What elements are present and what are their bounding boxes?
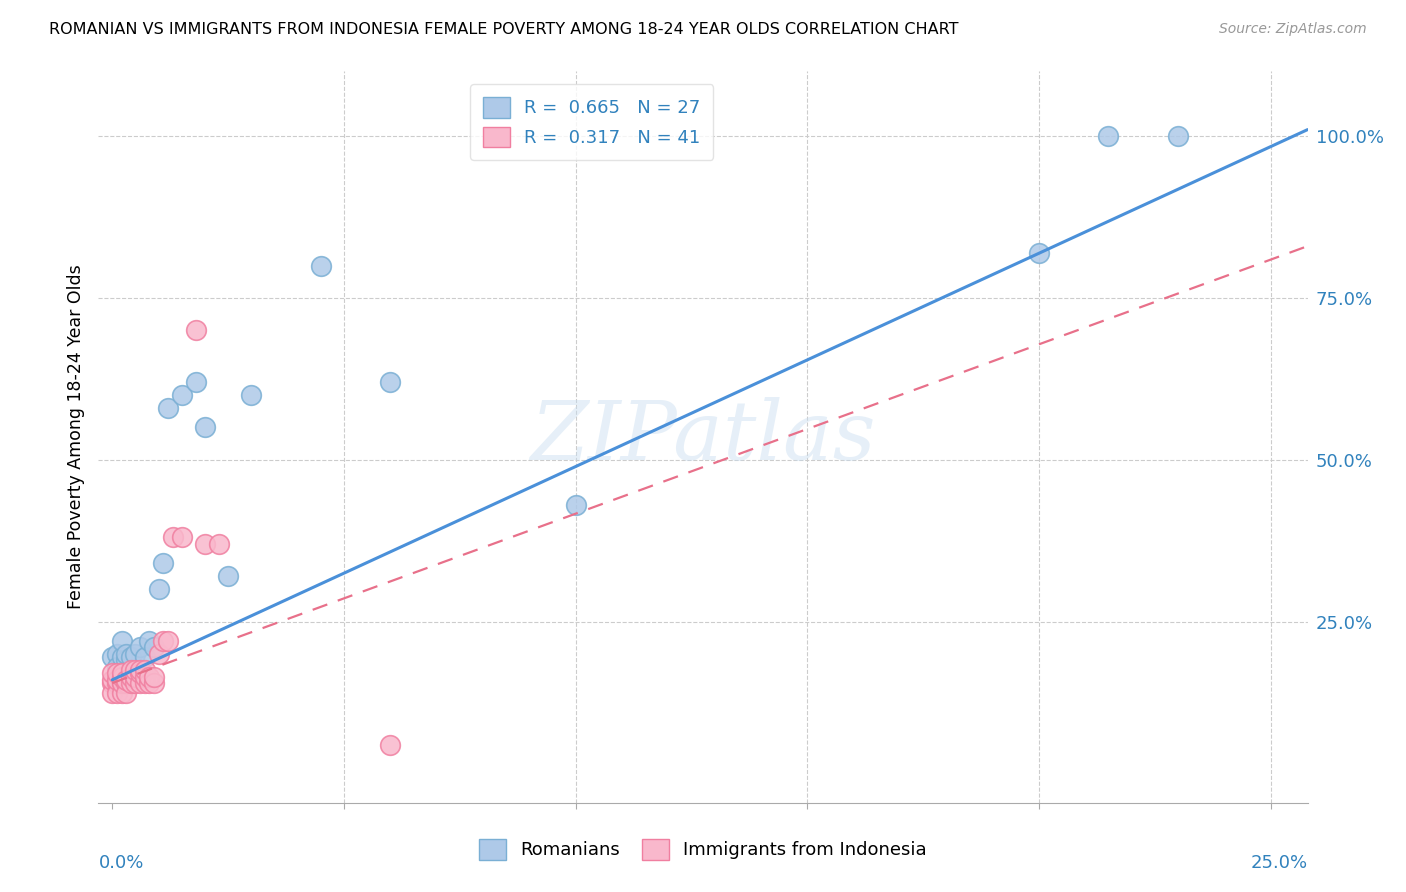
Point bbox=[110, 686, 132, 700]
Point bbox=[110, 676, 132, 690]
Point bbox=[129, 676, 152, 690]
Point bbox=[101, 686, 124, 700]
Text: ROMANIAN VS IMMIGRANTS FROM INDONESIA FEMALE POVERTY AMONG 18-24 YEAR OLDS CORRE: ROMANIAN VS IMMIGRANTS FROM INDONESIA FE… bbox=[49, 22, 959, 37]
Point bbox=[120, 676, 142, 690]
Point bbox=[143, 669, 166, 683]
Point bbox=[124, 676, 146, 690]
Point bbox=[156, 401, 179, 415]
Point bbox=[152, 634, 174, 648]
Text: 0.0%: 0.0% bbox=[98, 854, 143, 872]
Text: 25.0%: 25.0% bbox=[1250, 854, 1308, 872]
Point bbox=[115, 673, 138, 687]
Point bbox=[208, 537, 231, 551]
Point bbox=[148, 582, 170, 597]
Point bbox=[564, 498, 586, 512]
Text: ZIPatlas: ZIPatlas bbox=[530, 397, 876, 477]
Point bbox=[105, 666, 128, 681]
Legend: Romanians, Immigrants from Indonesia: Romanians, Immigrants from Indonesia bbox=[472, 831, 934, 867]
Point bbox=[110, 650, 132, 665]
Point bbox=[1028, 245, 1050, 260]
Point bbox=[152, 557, 174, 571]
Point bbox=[129, 663, 152, 677]
Point bbox=[143, 640, 166, 655]
Point bbox=[115, 676, 138, 690]
Point bbox=[184, 375, 207, 389]
Point bbox=[105, 660, 128, 674]
Point bbox=[105, 647, 128, 661]
Point bbox=[162, 530, 184, 544]
Point bbox=[129, 640, 152, 655]
Point bbox=[138, 634, 160, 648]
Point bbox=[217, 569, 239, 583]
Point bbox=[120, 669, 142, 683]
Point bbox=[1167, 129, 1189, 144]
Point bbox=[148, 647, 170, 661]
Point bbox=[138, 676, 160, 690]
Point bbox=[110, 676, 132, 690]
Point bbox=[134, 669, 156, 683]
Point bbox=[143, 676, 166, 690]
Point bbox=[110, 634, 132, 648]
Point bbox=[380, 738, 402, 752]
Point bbox=[105, 673, 128, 687]
Point bbox=[138, 669, 160, 683]
Point bbox=[129, 666, 152, 681]
Point bbox=[115, 647, 138, 661]
Point bbox=[110, 669, 132, 683]
Point bbox=[120, 650, 142, 665]
Point bbox=[115, 653, 138, 667]
Point bbox=[170, 388, 193, 402]
Y-axis label: Female Poverty Among 18-24 Year Olds: Female Poverty Among 18-24 Year Olds bbox=[66, 265, 84, 609]
Point bbox=[1097, 129, 1119, 144]
Point bbox=[124, 647, 146, 661]
Point bbox=[156, 634, 179, 648]
Point bbox=[124, 669, 146, 683]
Point bbox=[170, 530, 193, 544]
Point bbox=[240, 388, 263, 402]
Point bbox=[134, 676, 156, 690]
Point bbox=[124, 663, 146, 677]
Text: Source: ZipAtlas.com: Source: ZipAtlas.com bbox=[1219, 22, 1367, 37]
Point bbox=[101, 650, 124, 665]
Point bbox=[101, 666, 124, 681]
Point bbox=[194, 537, 217, 551]
Point bbox=[105, 676, 128, 690]
Point bbox=[101, 676, 124, 690]
Point bbox=[194, 420, 217, 434]
Point bbox=[101, 673, 124, 687]
Point bbox=[134, 650, 156, 665]
Point bbox=[134, 663, 156, 677]
Point bbox=[115, 686, 138, 700]
Point bbox=[105, 686, 128, 700]
Point bbox=[309, 259, 332, 273]
Point bbox=[110, 666, 132, 681]
Point bbox=[184, 323, 207, 337]
Point bbox=[120, 663, 142, 677]
Point bbox=[380, 375, 402, 389]
